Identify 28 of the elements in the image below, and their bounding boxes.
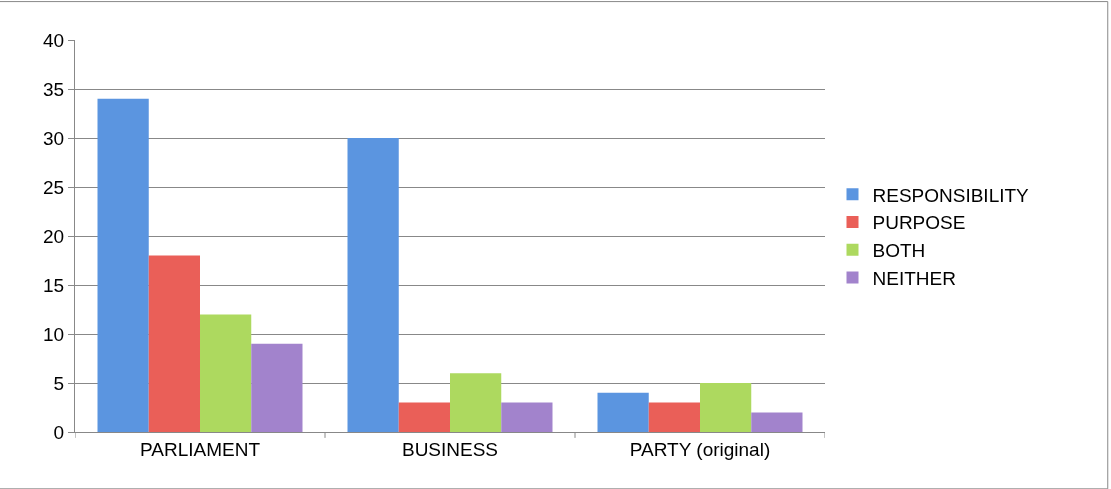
y-tick-label: 0 — [53, 421, 65, 443]
y-tick-label: 35 — [43, 78, 65, 100]
legend-label: BOTH — [872, 240, 926, 262]
legend-label: NEITHER — [872, 267, 956, 289]
y-tick-label: 15 — [43, 274, 65, 296]
bar — [700, 383, 752, 432]
y-tick-label: 25 — [43, 176, 65, 198]
x-tick-label: PARTY (original) — [629, 438, 771, 460]
y-tick-label: 20 — [43, 225, 65, 247]
bar — [97, 98, 149, 432]
bar — [251, 343, 303, 432]
bar — [597, 392, 649, 432]
bar — [200, 314, 252, 432]
bar — [398, 402, 450, 432]
bar — [648, 402, 700, 432]
y-tick-label: 5 — [53, 372, 65, 394]
y-tick-label: 10 — [43, 323, 65, 345]
bar — [347, 138, 399, 432]
x-tick-label: PARLIAMENT — [139, 438, 261, 460]
x-tick-label: BUSINESS — [401, 438, 499, 460]
bar — [148, 255, 200, 432]
bar — [751, 412, 803, 432]
bar — [501, 402, 553, 432]
legend-label: PURPOSE — [872, 212, 966, 234]
legend-label: RESPONSIBILITY — [872, 184, 1030, 206]
y-tick-label: 40 — [43, 29, 65, 51]
y-tick-label: 30 — [43, 127, 65, 149]
bar — [450, 373, 502, 432]
